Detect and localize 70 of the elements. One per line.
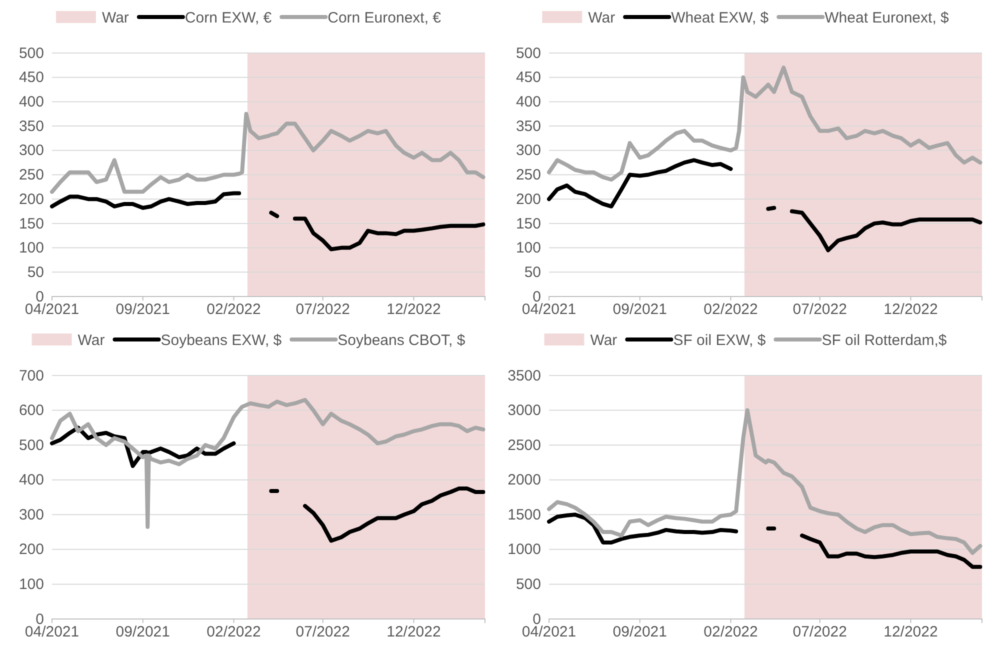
- y-tick-label: 400: [18, 94, 44, 110]
- y-tick-label: 350: [516, 118, 541, 135]
- line-series: [50, 398, 486, 529]
- legend-label: War: [102, 9, 129, 26]
- x-tick-label: 07/2022: [296, 624, 350, 641]
- y-tick-label: 450: [18, 69, 44, 86]
- y-tick-label: 1500: [508, 506, 541, 524]
- x-tick-label: 09/2021: [116, 301, 170, 318]
- y-tick-label: 350: [18, 118, 44, 135]
- x-tick-label: 04/2021: [24, 624, 80, 641]
- x-tick-label: 07/2022: [792, 624, 847, 641]
- x-tick-label: 12/2022: [386, 624, 441, 641]
- y-tick-label: 250: [18, 166, 44, 184]
- legend-label: SF oil Rotterdam,$: [822, 332, 948, 349]
- y-tick-label: 500: [516, 576, 541, 594]
- y-tick-label: 300: [516, 142, 541, 160]
- y-tick-label: 300: [18, 142, 44, 160]
- x-tick-label: 07/2022: [792, 301, 847, 318]
- y-tick-label: 500: [516, 44, 541, 62]
- legend-label: War: [588, 9, 616, 26]
- y-tick-label: 200: [18, 190, 44, 208]
- line-series: [547, 408, 982, 555]
- legend-label: Corn Euronext, €: [328, 9, 442, 26]
- y-tick-label: 500: [18, 44, 44, 62]
- legend-label: Soybeans EXW, $: [160, 332, 282, 349]
- y-tick-label: 250: [516, 166, 541, 184]
- y-tick-label: 50: [524, 264, 541, 281]
- legend-label: War: [78, 332, 105, 349]
- x-tick-label: 12/2022: [884, 624, 938, 641]
- x-tick-label: 04/2021: [522, 624, 576, 641]
- x-tick-label: 09/2021: [612, 624, 667, 641]
- y-tick-label: 3000: [508, 402, 541, 420]
- legend-label: Corn EXW, €: [184, 9, 272, 26]
- y-tick-label: 600: [18, 402, 44, 420]
- legend-label: SF oil EXW, $: [673, 332, 766, 349]
- y-tick-label: 700: [18, 367, 44, 384]
- legend-label: Wheat EXW, $: [671, 9, 770, 26]
- y-tick-label: 2500: [508, 436, 541, 454]
- y-tick-label: 100: [18, 240, 44, 257]
- y-tick-label: 100: [516, 240, 541, 257]
- y-tick-label: 400: [18, 472, 44, 489]
- legend-label: Wheat Euronext, $: [824, 9, 950, 26]
- y-tick-label: 150: [516, 215, 541, 232]
- x-tick-label: 12/2022: [884, 301, 938, 318]
- legend-label: War: [590, 332, 618, 349]
- legend-label: Soybeans CBOT, $: [338, 332, 466, 349]
- x-tick-label: 02/2022: [704, 624, 758, 641]
- y-tick-label: 450: [516, 69, 541, 86]
- y-tick-label: 200: [516, 190, 541, 208]
- x-tick-label: 07/2022: [296, 301, 350, 318]
- y-tick-label: 150: [18, 215, 44, 232]
- line-series: [50, 112, 486, 194]
- x-tick-label: 02/2022: [206, 624, 261, 641]
- x-tick-label: 02/2022: [704, 301, 758, 318]
- x-tick-label: 02/2022: [206, 301, 261, 318]
- x-tick-label: 09/2021: [116, 624, 170, 641]
- y-tick-label: 2000: [508, 472, 541, 489]
- line-series: [547, 66, 982, 182]
- y-tick-label: 200: [18, 541, 44, 558]
- x-tick-label: 09/2021: [612, 301, 667, 318]
- y-tick-label: 1000: [508, 541, 541, 558]
- x-tick-label: 12/2022: [386, 301, 441, 318]
- y-tick-label: 100: [18, 576, 44, 594]
- y-tick-label: 500: [18, 436, 44, 454]
- y-tick-label: 50: [27, 264, 44, 281]
- x-tick-label: 04/2021: [522, 301, 576, 318]
- y-tick-label: 400: [516, 94, 541, 110]
- y-tick-label: 3500: [508, 367, 541, 384]
- y-tick-label: 300: [18, 506, 44, 524]
- x-tick-label: 04/2021: [24, 301, 80, 318]
